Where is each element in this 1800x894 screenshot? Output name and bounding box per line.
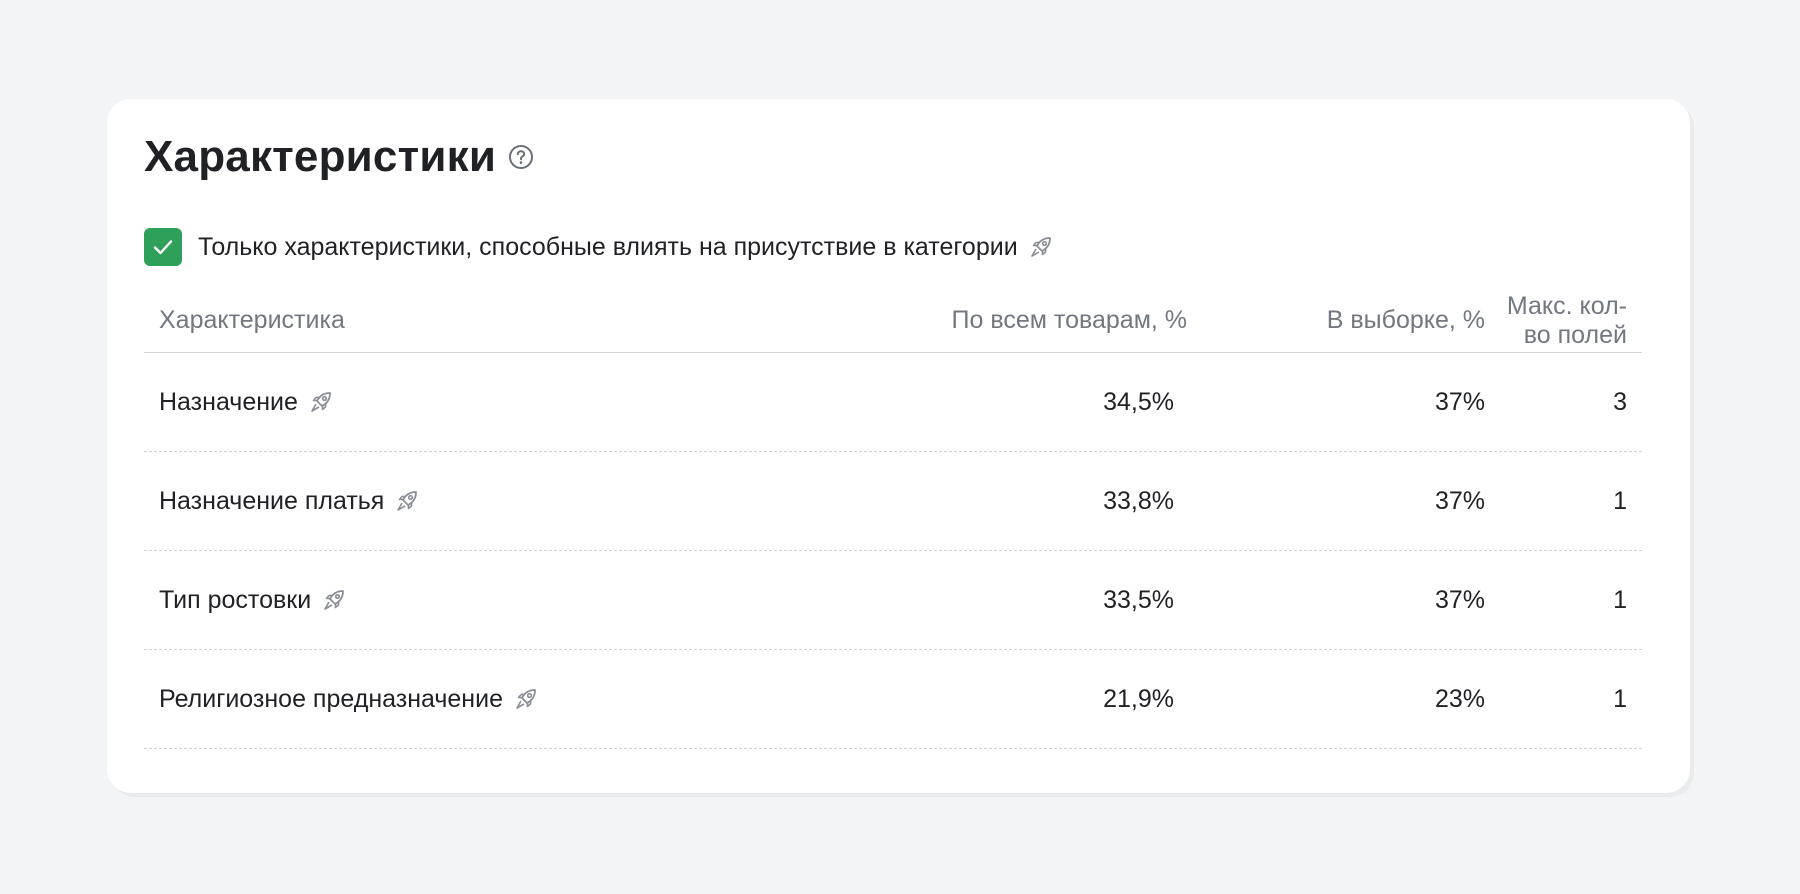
header-name[interactable]: Характеристика (159, 306, 345, 334)
page-title: Характеристики (144, 132, 497, 181)
filter-row: Только характеристики, способные влиять … (144, 227, 1056, 267)
row-name: Тип ростовки (159, 585, 312, 614)
rocket-icon (306, 387, 336, 417)
row-name-cell: Назначение (144, 387, 784, 417)
row-max-fields: 1 (1613, 684, 1627, 713)
rocket-icon (511, 684, 541, 714)
table-row: Назначение 34,5% 37% 3 (144, 353, 1642, 452)
characteristics-card: Характеристики Только характеристики, сп… (107, 99, 1690, 793)
row-all-products: 33,8% (1103, 486, 1174, 515)
row-sample: 37% (1434, 585, 1485, 614)
question-circle-icon[interactable] (508, 144, 534, 170)
row-name: Назначение (159, 387, 298, 416)
row-sample: 23% (1434, 684, 1485, 713)
table-row: Тип ростовки 33,5% 37% 1 (144, 551, 1642, 650)
rocket-icon (392, 486, 422, 516)
table-row: Назначение платья 33,8% 37% 1 (144, 452, 1642, 551)
filter-checkbox[interactable] (144, 228, 182, 266)
rocket-icon (1026, 232, 1056, 262)
characteristics-table: Характеристика По всем товарам, % В выбо… (144, 289, 1642, 749)
row-max-fields: 1 (1613, 585, 1627, 614)
title-row: Характеристики (144, 129, 534, 185)
header-max-fields[interactable]: Макс. кол-во полей (1506, 291, 1627, 349)
header-sample[interactable]: В выборке, % (1326, 306, 1485, 334)
row-all-products: 34,5% (1103, 387, 1174, 416)
row-name: Назначение платья (159, 486, 385, 515)
row-name-cell: Религиозное предназначение (144, 684, 784, 714)
table-header: Характеристика По всем товарам, % В выбо… (144, 289, 1642, 353)
filter-label[interactable]: Только характеристики, способные влиять … (198, 232, 1018, 261)
row-sample: 37% (1434, 387, 1485, 416)
check-icon (153, 240, 173, 255)
table-row: Религиозное предназначение 21,9% 23% 1 (144, 650, 1642, 749)
rocket-icon (319, 585, 349, 615)
row-name: Религиозное предназначение (159, 684, 503, 713)
row-name-cell: Назначение платья (144, 486, 784, 516)
header-all-products[interactable]: По всем товарам, % (951, 306, 1187, 334)
row-all-products: 33,5% (1103, 585, 1174, 614)
row-max-fields: 3 (1613, 387, 1627, 416)
row-name-cell: Тип ростовки (144, 585, 784, 615)
row-all-products: 21,9% (1103, 684, 1174, 713)
row-sample: 37% (1434, 486, 1485, 515)
row-max-fields: 1 (1613, 486, 1627, 515)
